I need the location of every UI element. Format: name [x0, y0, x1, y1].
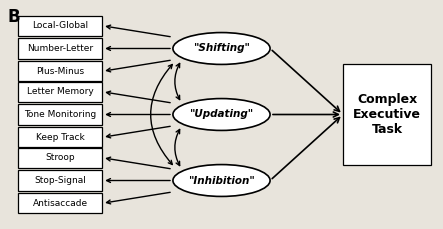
Text: B: B [8, 8, 20, 25]
FancyBboxPatch shape [18, 148, 102, 168]
FancyBboxPatch shape [18, 82, 102, 102]
Text: Stroop: Stroop [46, 153, 75, 162]
Text: Complex
Executive
Task: Complex Executive Task [353, 93, 421, 136]
Text: "Inhibition": "Inhibition" [188, 175, 255, 185]
Text: "Shifting": "Shifting" [193, 44, 250, 54]
FancyBboxPatch shape [343, 64, 431, 165]
FancyBboxPatch shape [18, 38, 102, 58]
FancyBboxPatch shape [18, 104, 102, 125]
Text: Antisaccade: Antisaccade [33, 199, 88, 208]
Ellipse shape [173, 33, 270, 64]
Text: "Updating": "Updating" [190, 109, 253, 120]
Text: Stop-Signal: Stop-Signal [35, 176, 86, 185]
FancyBboxPatch shape [18, 171, 102, 191]
FancyBboxPatch shape [18, 193, 102, 213]
FancyBboxPatch shape [18, 127, 102, 147]
FancyBboxPatch shape [18, 16, 102, 36]
Ellipse shape [173, 165, 270, 196]
Text: Local-Global: Local-Global [32, 21, 88, 30]
FancyBboxPatch shape [18, 61, 102, 81]
Ellipse shape [173, 98, 270, 131]
Text: Number-Letter: Number-Letter [27, 44, 93, 53]
Text: Tone Monitoring: Tone Monitoring [24, 110, 97, 119]
Text: Letter Memory: Letter Memory [27, 87, 93, 96]
Text: Plus-Minus: Plus-Minus [36, 67, 84, 76]
Text: Keep Track: Keep Track [36, 133, 85, 142]
